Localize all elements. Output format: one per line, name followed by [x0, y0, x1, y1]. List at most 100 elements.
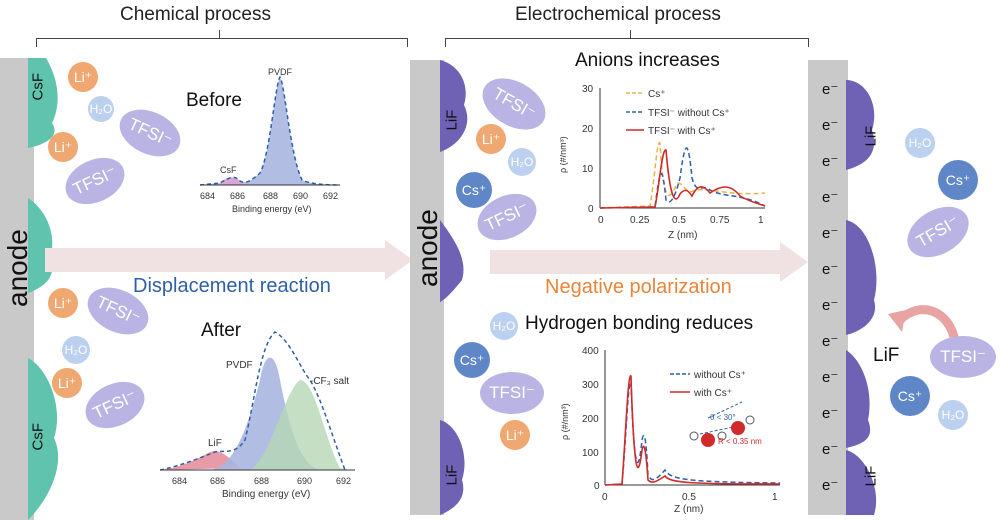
water-molecule: H₂O — [62, 336, 90, 364]
negative-polarization-label: Negative polarization — [545, 276, 732, 298]
anion-xlabel: Z (nm) — [668, 230, 697, 241]
lif-label-middle-bottom: LiF — [443, 464, 461, 486]
svg-text:692: 692 — [336, 476, 351, 486]
electrochemical-process-title: Electrochemical process — [515, 4, 721, 25]
electron: e⁻ — [822, 405, 839, 422]
before-label: Before — [186, 90, 242, 111]
hb-ylabel: ρ (#/nm³) — [560, 403, 570, 440]
lif-label-middle-top: LiF — [443, 109, 461, 131]
hydrogen-bonding-title: Hydrogen bonding reduces — [525, 313, 754, 334]
svg-text:692: 692 — [323, 191, 338, 201]
anion-density-chart: 0 10 20 30 0 0.25 0.5 0.75 1 Z (nm) ρ (#… — [560, 84, 766, 241]
svg-text:θ < 30°: θ < 30° — [710, 413, 736, 422]
anion-xticks: 0 0.25 0.5 0.75 1 — [598, 215, 764, 226]
after-label: After — [201, 320, 242, 341]
svg-text:684: 684 — [200, 191, 215, 201]
hb-xticks: 0 0.5 1 — [602, 492, 778, 503]
xps-before-xticks: 684 686 688 690 692 — [200, 191, 338, 201]
cs-ion: Cs⁺ — [938, 160, 978, 200]
svg-text:1: 1 — [772, 492, 778, 503]
electron: e⁻ — [822, 369, 839, 386]
electron: e⁻ — [822, 261, 839, 278]
li-ion: Li⁺ — [48, 132, 78, 162]
anion-legend: Cs⁺ TFSI⁻ without Cs⁺ TFSI⁻ with Cs⁺ — [626, 89, 730, 137]
pvdf-peak-label: PVDF — [268, 67, 293, 77]
svg-text:20: 20 — [582, 124, 594, 135]
anode-slab-middle — [410, 60, 444, 515]
svg-text:0.5: 0.5 — [672, 215, 686, 226]
csf-label-bottom: CsF — [29, 423, 47, 451]
xps-before-xlabel: Binding energy (eV) — [232, 204, 312, 214]
li-ion: Li⁺ — [500, 420, 530, 450]
svg-text:684: 684 — [172, 476, 187, 486]
lif-peak-label: LiF — [208, 438, 222, 449]
water-molecule: H₂O — [938, 400, 968, 430]
electrochemical-bracket — [445, 38, 809, 47]
svg-text:400: 400 — [582, 346, 599, 357]
svg-text:0: 0 — [598, 215, 604, 226]
pvdf-peak-label: PVDF — [226, 360, 253, 371]
svg-text:690: 690 — [293, 191, 308, 201]
svg-text:Cs⁺: Cs⁺ — [648, 89, 666, 100]
svg-text:688: 688 — [254, 476, 269, 486]
anode-slab-right — [808, 60, 848, 515]
chemical-process-title: Chemical process — [120, 4, 271, 25]
tfsi-anion: TFSI⁻ — [480, 372, 544, 414]
svg-text:300: 300 — [582, 380, 599, 391]
svg-text:0: 0 — [588, 204, 594, 215]
csf-peak-label: CsF — [220, 165, 237, 175]
hbond-density-chart: 0 100 200 300 400 0 0.5 1 Z (nm) ρ (#/nm… — [560, 346, 781, 515]
xps-before-chart: 684 686 688 690 692 Binding energy (eV) … — [199, 67, 341, 214]
lif-label-right-bottom: LiF — [862, 465, 880, 487]
cs-ion: Cs⁺ — [456, 172, 492, 208]
lif-layer-right — [846, 80, 877, 515]
svg-text:686: 686 — [230, 191, 245, 201]
xps-after-xticks: 684 686 688 690 692 — [172, 476, 351, 486]
tfsi-anion: TFSI⁻ — [78, 372, 152, 438]
li-ion: Li⁺ — [68, 62, 98, 92]
bracket-tick — [219, 30, 220, 38]
svg-text:0.75: 0.75 — [710, 215, 730, 226]
electron: e⁻ — [822, 189, 839, 206]
lif-label-right-top: LiF — [862, 125, 880, 147]
water-molecule: H₂O — [508, 148, 536, 176]
electron: e⁻ — [822, 81, 839, 98]
xps-after-chart: 684 686 688 690 692 Binding energy (eV) … — [159, 331, 355, 500]
svg-text:688: 688 — [263, 191, 278, 201]
hb-legend: without Cs⁺ with Cs⁺ — [670, 370, 746, 399]
li-ion: Li⁺ — [48, 288, 78, 318]
svg-text:TFSI⁻ with Cs⁺: TFSI⁻ with Cs⁺ — [648, 126, 716, 137]
chemical-bracket — [36, 38, 408, 47]
lif-product-label: LiF — [873, 345, 900, 366]
svg-text:without Cs⁺: without Cs⁺ — [693, 370, 746, 381]
cs-ion: Cs⁺ — [890, 376, 930, 416]
anions-increases-title: Anions increases — [575, 50, 720, 71]
svg-text:30: 30 — [582, 84, 594, 95]
tfsi-anion: TFSI⁻ — [112, 100, 188, 166]
cf3-peak-label: -CF₃ salt — [310, 376, 349, 387]
svg-text:10: 10 — [582, 164, 594, 175]
li-ion: Li⁺ — [52, 368, 82, 398]
electron: e⁻ — [822, 225, 839, 242]
li-ion: Li⁺ — [476, 124, 506, 154]
electron: e⁻ — [822, 117, 839, 134]
hb-yticks: 0 100 200 300 400 — [582, 346, 600, 492]
anion-yticks: 0 10 20 30 — [582, 84, 594, 215]
tfsi-anion: TFSI⁻ — [898, 196, 978, 268]
lif-layer-middle — [440, 60, 468, 515]
anion-ylabel: ρ (#/nm³) — [560, 136, 568, 173]
electron: e⁻ — [822, 297, 839, 314]
svg-text:100: 100 — [582, 448, 599, 459]
svg-text:0: 0 — [602, 492, 608, 503]
water-molecule: H₂O — [905, 128, 935, 158]
displacement-reaction-label: Displacement reaction — [133, 275, 331, 297]
electron: e⁻ — [822, 333, 839, 350]
csf-label-top: CsF — [29, 73, 47, 101]
svg-text:R < 0.35 nm: R < 0.35 nm — [718, 437, 762, 446]
svg-text:690: 690 — [297, 476, 312, 486]
svg-text:0.5: 0.5 — [682, 492, 696, 503]
polarization-arrow — [490, 242, 808, 282]
cs-ion: Cs⁺ — [454, 342, 490, 378]
svg-text:0: 0 — [594, 481, 600, 492]
svg-text:with Cs⁺: with Cs⁺ — [693, 388, 732, 399]
